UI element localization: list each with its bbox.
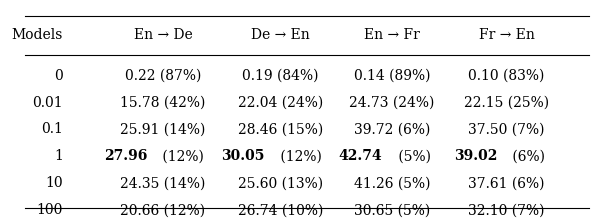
Text: 24.73 (24%): 24.73 (24%) <box>349 95 435 110</box>
Text: 15.78 (42%): 15.78 (42%) <box>120 95 206 110</box>
Text: 25.60 (13%): 25.60 (13%) <box>238 176 323 190</box>
Text: 28.46 (15%): 28.46 (15%) <box>238 123 323 136</box>
Text: (12%): (12%) <box>158 149 204 163</box>
Text: 0.1: 0.1 <box>41 123 63 136</box>
Text: 22.15 (25%): 22.15 (25%) <box>464 95 549 110</box>
Text: 30.65 (5%): 30.65 (5%) <box>354 203 430 217</box>
Text: 10: 10 <box>45 176 63 190</box>
Text: 26.74 (10%): 26.74 (10%) <box>238 203 323 217</box>
Text: 0.10 (83%): 0.10 (83%) <box>468 69 545 83</box>
Text: 0.22 (87%): 0.22 (87%) <box>125 69 201 83</box>
Text: 100: 100 <box>37 203 63 217</box>
Text: (5%): (5%) <box>394 149 431 163</box>
Text: 27.96: 27.96 <box>104 149 147 163</box>
Text: Models: Models <box>11 28 63 42</box>
Text: 24.35 (14%): 24.35 (14%) <box>120 176 206 190</box>
Text: 22.04 (24%): 22.04 (24%) <box>238 95 323 110</box>
Text: 37.50 (7%): 37.50 (7%) <box>468 123 545 136</box>
Text: En → De: En → De <box>134 28 192 42</box>
Text: 32.10 (7%): 32.10 (7%) <box>468 203 545 217</box>
Text: 30.05: 30.05 <box>222 149 265 163</box>
Text: 20.66 (12%): 20.66 (12%) <box>120 203 205 217</box>
Text: 42.74: 42.74 <box>339 149 382 163</box>
Text: De → En: De → En <box>251 28 310 42</box>
Text: 41.26 (5%): 41.26 (5%) <box>354 176 430 190</box>
Text: Fr → En: Fr → En <box>479 28 535 42</box>
Text: 25.91 (14%): 25.91 (14%) <box>120 123 206 136</box>
Text: 37.61 (6%): 37.61 (6%) <box>468 176 545 190</box>
Text: 0.01: 0.01 <box>33 95 63 110</box>
Text: 39.72 (6%): 39.72 (6%) <box>354 123 430 136</box>
Text: (6%): (6%) <box>508 149 545 163</box>
Text: 1: 1 <box>54 149 63 163</box>
Text: 0: 0 <box>54 69 63 83</box>
Text: (12%): (12%) <box>276 149 321 163</box>
Text: 39.02: 39.02 <box>453 149 497 163</box>
Text: 0.19 (84%): 0.19 (84%) <box>242 69 318 83</box>
Text: 0.14 (89%): 0.14 (89%) <box>354 69 430 83</box>
Text: En → Fr: En → Fr <box>364 28 420 42</box>
